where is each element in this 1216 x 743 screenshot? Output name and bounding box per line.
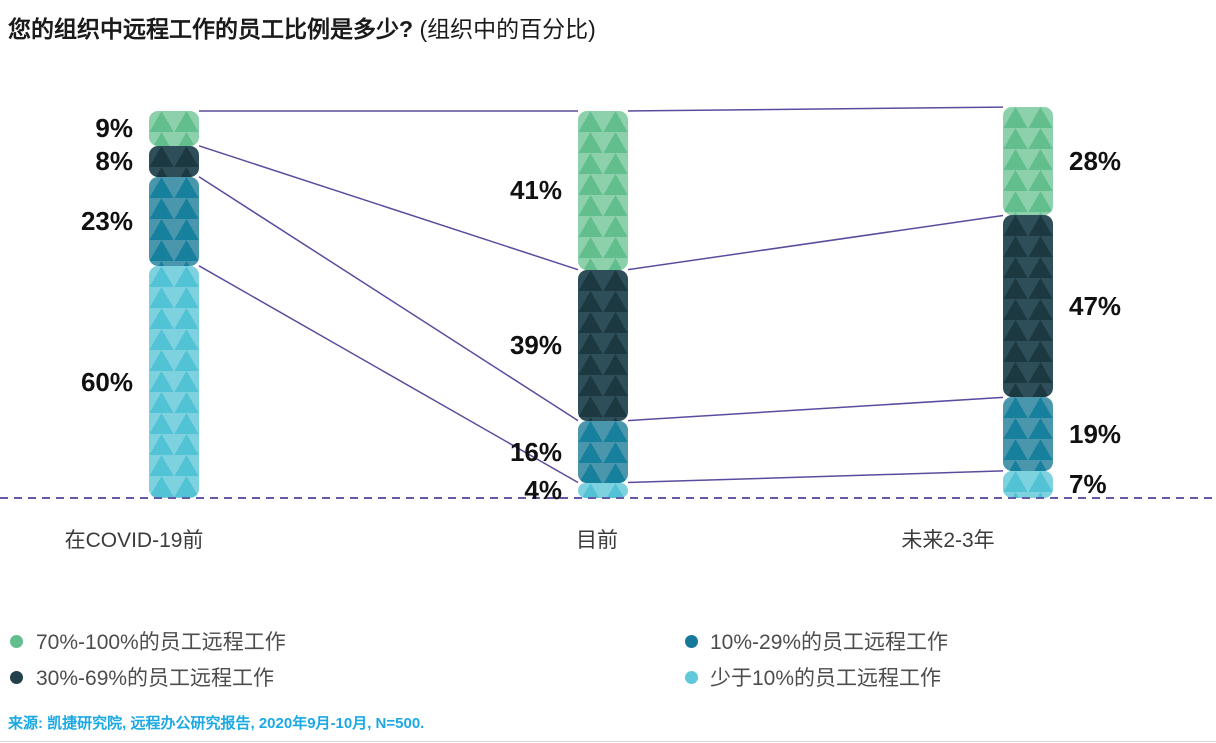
bar-segment-col2-s1 [578,111,628,270]
connector-col2-b2 [627,396,1004,422]
page-title: 您的组织中远程工作的员工比例是多少? (组织中的百分比) [8,10,596,44]
legend-label: 30%-69%的员工远程工作 [36,667,275,690]
value-label-col2-s1: 41% [509,175,562,206]
bar-segment-col1-s2 [149,145,199,177]
bottom-divider [0,741,1216,742]
value-label-col1-s2: 8% [95,146,133,177]
legend-label: 少于10%的员工远程工作 [710,667,942,690]
legend-item-1: 70%-100%的员工远程工作 [10,630,286,654]
bar-segment-col3-s2 [1003,215,1053,398]
category-label-1: 在COVID-19前 [64,529,204,552]
bar-segment-col1-s1 [149,111,199,146]
legend-item-2: 30%-69%的员工远程工作 [10,666,274,690]
value-label-col1-s1: 9% [95,113,133,144]
value-label-col2-s3: 16% [509,436,562,467]
value-label-col2-s4: 4% [524,475,562,506]
legend-label: 70%-100%的员工远程工作 [36,631,286,654]
bar-segment-col3-s4 [1003,470,1053,498]
bar-segment-col1-s4 [149,265,199,498]
value-label-col1-s4: 60% [80,366,133,397]
legend-label: 10%-29%的员工远程工作 [710,631,949,654]
connector-col2-b0 [627,106,1004,112]
chart-title-main: 您的组织中远程工作的员工比例是多少? [8,16,414,42]
legend-dot-icon [10,670,23,684]
bar-segment-col3-s3 [1003,397,1053,471]
bar-segment-col1-s3 [149,176,199,266]
connector-col1-b1 [198,145,579,271]
legend-dot-icon [685,634,698,648]
value-label-col3-s1: 28% [1069,146,1122,177]
connector-col2-b1 [627,214,1004,271]
value-label-col3-s4: 7% [1069,469,1107,500]
bar-segment-col3-s1 [1003,107,1053,216]
category-label-3: 未来2-3年 [901,529,995,552]
bar-segment-col2-s3 [578,420,628,483]
bar-segment-col2-s4 [578,482,628,498]
connector-col2-b3 [627,470,1004,484]
legend-dot-icon [10,634,23,648]
legend-dot-icon [685,670,698,684]
bar-segment-col2-s2 [578,269,628,421]
chart-title-sub: (组织中的百分比) [419,16,596,42]
legend-item-3: 10%-29%的员工远程工作 [685,630,948,654]
value-label-col3-s2: 47% [1069,291,1122,322]
value-label-col1-s3: 23% [80,206,133,237]
value-label-col3-s3: 19% [1069,419,1122,450]
value-label-col2-s2: 39% [509,330,562,361]
connector-col1-b2 [198,176,579,422]
legend-item-4: 少于10%的员工远程工作 [685,666,941,690]
category-label-2: 目前 [576,529,618,552]
source-note: 来源: 凯捷研究院, 远程办公研究报告, 2020年9月-10月, N=500. [8,715,425,732]
